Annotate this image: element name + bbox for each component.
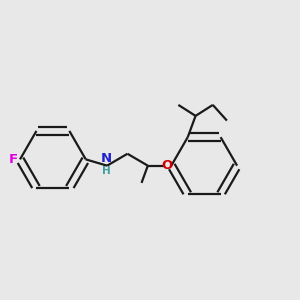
Text: O: O [161, 159, 172, 172]
Text: H: H [102, 166, 111, 176]
Text: F: F [8, 153, 17, 166]
Text: N: N [101, 152, 112, 165]
